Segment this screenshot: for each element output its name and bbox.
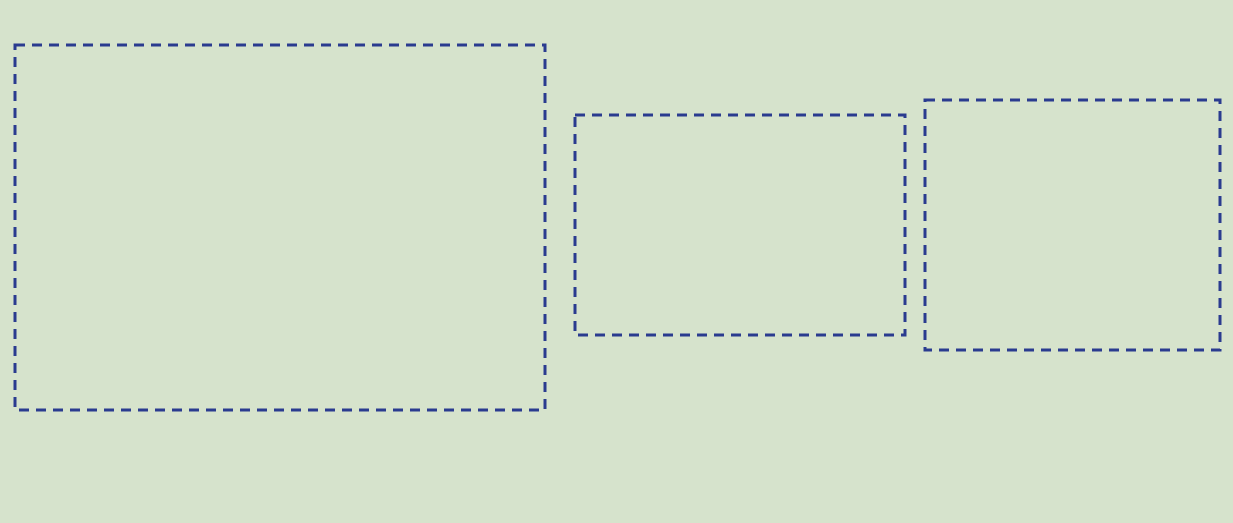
background bbox=[0, 0, 1233, 523]
